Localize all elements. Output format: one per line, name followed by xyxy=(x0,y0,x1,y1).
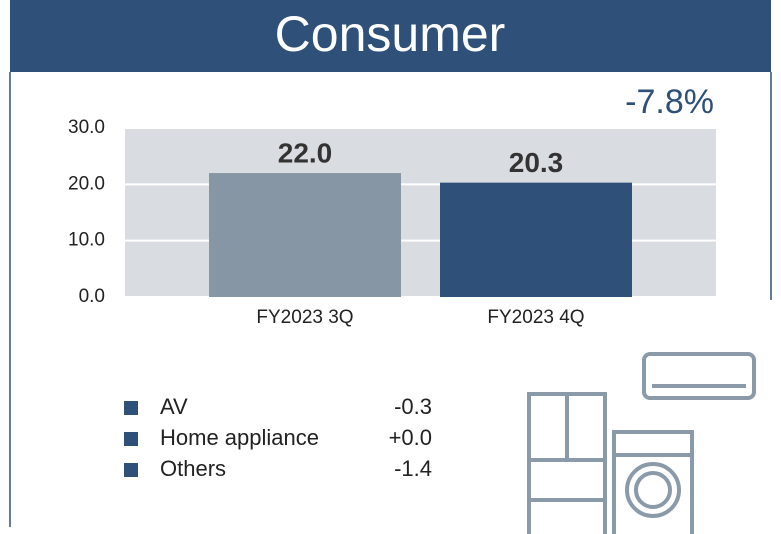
aircon-icon xyxy=(642,352,756,400)
washer-drum xyxy=(634,471,672,509)
value-label: 20.3 xyxy=(509,147,564,178)
legend-square xyxy=(124,401,138,415)
breakdown-change: -1.4 xyxy=(394,456,432,481)
x-tick-label: FY2023 3Q xyxy=(256,307,353,328)
washer-door xyxy=(625,462,681,518)
value-label: 22.0 xyxy=(278,137,333,168)
breakdown-name: AV xyxy=(160,394,188,419)
breakdown-name: Home appliance xyxy=(160,425,319,450)
breakdown-change: +0.0 xyxy=(389,425,432,450)
breakdown-change: -0.3 xyxy=(394,394,432,419)
washer-icon xyxy=(612,430,694,534)
header-band xyxy=(10,0,771,72)
change-annotation: -7.8% xyxy=(625,83,714,121)
breakdown-name: Others xyxy=(160,456,226,481)
y-tick-label: 20.0 xyxy=(68,173,105,194)
legend-square xyxy=(124,432,138,446)
appliance-icons xyxy=(527,352,756,534)
y-tick-label: 30.0 xyxy=(68,117,105,138)
y-tick-label: 0.0 xyxy=(79,286,105,307)
bar xyxy=(209,173,401,297)
y-tick-label: 10.0 xyxy=(68,230,105,251)
chart-title: Consumer xyxy=(275,6,506,62)
x-tick-label: FY2023 4Q xyxy=(487,307,584,328)
bar xyxy=(440,182,632,297)
legend-square xyxy=(124,463,138,477)
